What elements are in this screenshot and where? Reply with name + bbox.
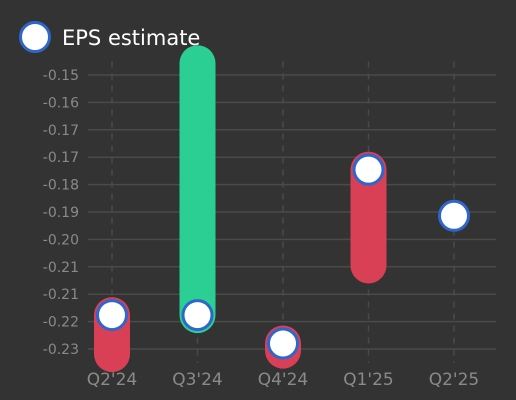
x-tick-label: Q1'25: [343, 370, 394, 390]
legend: EPS estimate: [19, 21, 200, 53]
estimate-markers: [96, 153, 470, 360]
y-tick-label: -0.16: [43, 95, 79, 111]
x-tick-label: Q4'24: [258, 370, 309, 390]
y-tick-label: -0.22: [43, 315, 79, 331]
eps-estimate-point: [267, 327, 299, 360]
y-tick-label: -0.21: [43, 260, 79, 276]
x-axis-ticks: Q2'24 Q3'24 Q4'24 Q1'25 Q2'25: [87, 370, 480, 390]
eps-estimate-point: [181, 299, 214, 332]
y-axis-ticks: -0.15 -0.16 -0.17 -0.17 -0.18 -0.19 -0.20 -0.21…: [43, 68, 79, 358]
legend-marker-eps-estimate: [19, 21, 51, 53]
eps-estimate-point: [96, 299, 128, 332]
y-tick-label: -0.18: [43, 178, 79, 194]
x-tick-label: Q2'25: [429, 370, 480, 390]
y-tick-label: -0.17: [43, 123, 79, 139]
eps-estimate-point: [438, 199, 470, 232]
range-bar: [350, 151, 387, 284]
x-tick-label: Q2'24: [87, 370, 138, 390]
y-tick-label: -0.17: [43, 150, 79, 166]
range-bars: [94, 45, 387, 373]
range-bar: [179, 45, 216, 334]
x-tick-label: Q3'24: [172, 370, 223, 390]
y-tick-label: -0.15: [43, 68, 79, 84]
y-tick-label: -0.19: [43, 205, 79, 221]
y-tick-label: -0.21: [43, 287, 79, 303]
legend-label-eps-estimate: EPS estimate: [62, 26, 200, 50]
eps-estimate-point: [352, 153, 385, 186]
y-tick-label: -0.20: [43, 232, 79, 248]
grid: [88, 61, 496, 363]
y-tick-label: -0.23: [43, 342, 79, 358]
